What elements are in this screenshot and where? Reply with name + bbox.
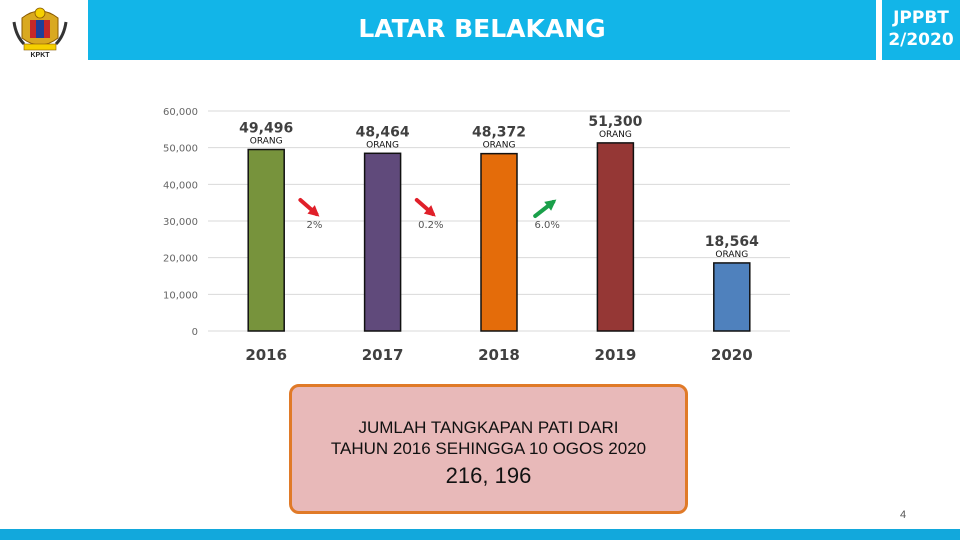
header-bar: LATAR BELAKANG [88, 0, 876, 60]
data-label: 48,464 [356, 124, 410, 140]
bar [363, 152, 402, 332]
page-number: 4 [899, 509, 907, 521]
change-arrow-head [423, 205, 436, 217]
badge-line-2: 2/2020 [888, 30, 954, 50]
unit-label: ORANG [250, 137, 283, 147]
bar-chart: 0 10,000 20,000 30,000 40,000 50,000 60,000 49,… [163, 107, 790, 364]
summary-total: 216, 196 [445, 463, 532, 488]
change-arrow-head [544, 199, 557, 211]
data-label: 49,496 [239, 121, 293, 137]
change-label: 0.2% [418, 220, 443, 231]
y-tick-label: 0 [192, 327, 198, 338]
change-arrow-head [307, 205, 320, 217]
summary-line-2: TAHUN 2016 SEHINGGA 10 OGOS 2020 [330, 439, 647, 458]
summary-box: JUMLAH TANGKAPAN PATI DARI TAHUN 2016 SE… [289, 384, 688, 514]
y-tick-label: 10,000 [163, 290, 198, 301]
data-label: 48,372 [472, 125, 526, 141]
x-tick-label: 2017 [362, 346, 404, 364]
data-label: 18,564 [705, 234, 759, 250]
bar [713, 262, 751, 332]
page-title: LATAR BELAKANG [358, 14, 606, 43]
document-badge: JPPBT 2/2020 [882, 0, 960, 60]
y-tick-label: 40,000 [163, 180, 198, 191]
y-tick-label: 60,000 [163, 107, 198, 118]
bar [596, 142, 635, 332]
x-tick-label: 2018 [478, 346, 520, 364]
footer-bar [0, 529, 960, 540]
summary-line-1: JUMLAH TANGKAPAN PATI DARI [358, 418, 619, 437]
unit-label: ORANG [715, 250, 748, 260]
x-tick-label: 2020 [711, 346, 753, 364]
badge-line-1: JPPBT [893, 8, 949, 28]
coat-of-arms-icon: KPKT [12, 7, 68, 59]
change-label: 6.0% [534, 220, 559, 231]
bar [247, 148, 285, 332]
bar [480, 152, 518, 332]
y-tick-label: 50,000 [163, 144, 198, 155]
logo-label: KPKT [30, 52, 50, 59]
change-label: 2% [306, 220, 322, 231]
unit-label: ORANG [599, 130, 632, 140]
logo: KPKT [0, 0, 80, 60]
y-tick-label: 20,000 [163, 254, 198, 265]
y-tick-label: 30,000 [163, 217, 198, 228]
x-tick-label: 2019 [595, 346, 637, 364]
unit-label: ORANG [366, 140, 399, 150]
data-label: 51,300 [588, 114, 642, 130]
x-tick-label: 2016 [245, 346, 287, 364]
unit-label: ORANG [483, 141, 516, 151]
